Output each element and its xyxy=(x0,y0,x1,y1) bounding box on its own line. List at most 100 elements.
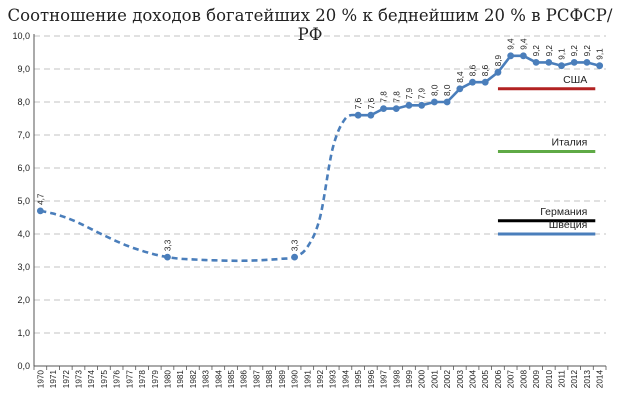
y-tick-label: 5,0 xyxy=(17,196,30,206)
y-tick-label: 10,0 xyxy=(12,31,30,41)
x-tick-label: 2013 xyxy=(583,370,592,389)
x-tick-label: 2011 xyxy=(558,370,567,388)
data-point xyxy=(519,52,527,60)
x-tick-label: 2010 xyxy=(545,370,554,389)
data-point xyxy=(443,98,451,106)
y-tick-label: 8,0 xyxy=(17,97,30,107)
x-tick-label: 1987 xyxy=(252,370,261,389)
data-label: 7,6 xyxy=(354,97,363,109)
data-label: 7,8 xyxy=(392,91,401,103)
data-point xyxy=(570,59,578,66)
x-tick-label: 1971 xyxy=(49,370,58,389)
data-label: 7,6 xyxy=(367,97,376,109)
y-tick-label: 7,0 xyxy=(17,130,30,140)
x-tick-label: 1992 xyxy=(316,370,325,389)
data-label: 8,6 xyxy=(481,64,490,76)
y-tick-label: 1,0 xyxy=(17,328,30,338)
data-point xyxy=(392,105,400,112)
data-point xyxy=(532,59,540,66)
x-tick-label: 1977 xyxy=(125,370,134,389)
y-tick-label: 2,0 xyxy=(17,295,30,305)
y-tick-label: 3,0 xyxy=(17,262,30,272)
x-tick-label: 1994 xyxy=(341,370,350,389)
data-point xyxy=(291,253,298,261)
data-label: 9,2 xyxy=(583,45,592,57)
data-label: 7,8 xyxy=(380,91,389,103)
data-point xyxy=(558,62,565,70)
x-tick-label: 1978 xyxy=(138,370,147,389)
data-point xyxy=(507,52,515,60)
x-tick-label: 2001 xyxy=(430,370,439,389)
x-tick-label: 2004 xyxy=(469,370,478,389)
data-label: 9,2 xyxy=(545,45,554,57)
data-point xyxy=(418,101,426,109)
data-label: 8,0 xyxy=(443,84,452,96)
data-label: 9,4 xyxy=(519,38,528,50)
data-point xyxy=(494,68,502,76)
data-point xyxy=(367,111,375,119)
x-tick-label: 1983 xyxy=(202,370,211,389)
x-tick-label: 1974 xyxy=(87,370,96,389)
data-label: 9,2 xyxy=(532,45,541,57)
data-point xyxy=(469,78,476,86)
y-tick-label: 9,0 xyxy=(17,64,30,74)
x-tick-label: 1985 xyxy=(227,370,236,389)
data-label: 8,4 xyxy=(456,71,465,83)
x-tick-label: 1972 xyxy=(62,370,71,389)
data-label: 7,9 xyxy=(418,87,427,99)
x-tick-label: 1975 xyxy=(100,370,109,389)
data-point xyxy=(431,98,438,106)
series-line-dashed xyxy=(40,113,359,263)
x-tick-label: 1996 xyxy=(367,370,376,389)
x-tick-label: 1970 xyxy=(36,370,45,389)
x-tick-label: 2007 xyxy=(507,370,516,389)
data-label: 8,6 xyxy=(469,64,478,76)
data-point xyxy=(456,85,464,93)
x-tick-label: 1979 xyxy=(151,370,160,389)
data-label: 9,2 xyxy=(570,45,579,57)
data-label: 8,0 xyxy=(430,84,439,96)
data-point xyxy=(583,59,591,66)
x-tick-label: 1973 xyxy=(74,370,83,389)
data-label: 4,7 xyxy=(36,193,45,205)
x-tick-label: 1981 xyxy=(176,370,185,389)
x-tick-label: 1980 xyxy=(163,370,172,389)
data-point xyxy=(405,101,413,109)
chart-title: Соотношение доходов богатейших 20 % к бе… xyxy=(7,6,613,44)
x-tick-label: 2012 xyxy=(570,370,579,389)
data-point xyxy=(36,207,44,215)
x-tick-label: 2000 xyxy=(418,370,427,389)
x-tick-label: 1988 xyxy=(265,370,274,389)
data-point xyxy=(596,62,604,70)
data-label: 3,3 xyxy=(163,239,172,251)
data-label: 9,1 xyxy=(558,48,567,60)
data-label: 9,4 xyxy=(507,38,516,50)
x-tick-label: 1984 xyxy=(214,370,223,389)
data-point xyxy=(164,253,171,261)
x-tick-label: 2003 xyxy=(456,370,465,389)
data-label: 3,3 xyxy=(291,239,300,251)
x-tick-label: 2014 xyxy=(596,370,605,389)
x-tick-label: 1990 xyxy=(291,370,300,389)
data-point xyxy=(354,111,362,119)
x-tick-label: 1997 xyxy=(380,370,389,389)
data-label: 7,9 xyxy=(405,87,414,99)
data-label: 9,1 xyxy=(596,48,605,60)
x-tick-label: 1982 xyxy=(189,370,198,389)
x-tick-label: 2008 xyxy=(519,370,528,389)
x-tick-label: 1991 xyxy=(303,370,312,389)
data-point xyxy=(481,78,489,86)
x-tick-label: 2005 xyxy=(481,370,490,389)
x-tick-label: 2002 xyxy=(443,370,452,389)
data-point xyxy=(545,59,553,66)
x-tick-label: 1995 xyxy=(354,370,363,389)
x-tick-label: 1986 xyxy=(240,370,249,389)
x-tick-label: 1999 xyxy=(405,370,414,389)
x-tick-label: 1989 xyxy=(278,370,287,389)
y-tick-label: 4,0 xyxy=(17,229,30,239)
x-tick-label: 2006 xyxy=(494,370,503,389)
reference-label: Швеция xyxy=(549,219,588,231)
x-tick-label: 2009 xyxy=(532,370,541,389)
